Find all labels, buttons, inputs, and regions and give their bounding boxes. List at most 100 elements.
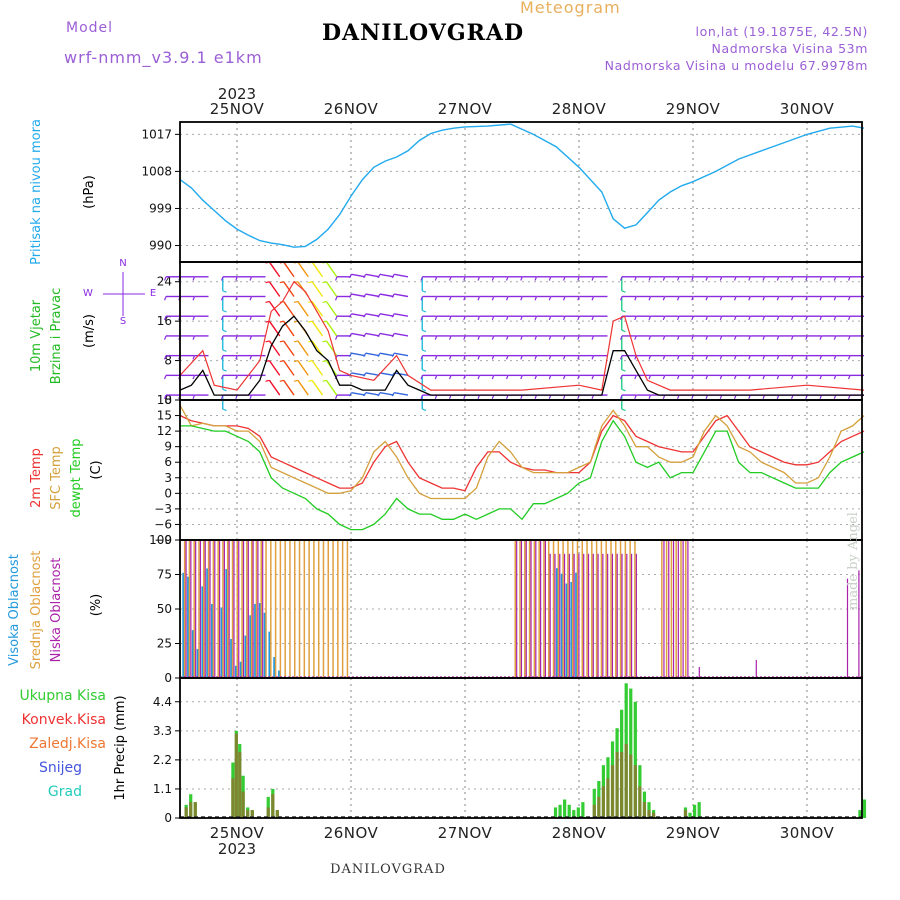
wind-barb-flag (847, 355, 851, 360)
low-cloud-bar (626, 553, 628, 678)
wind-barb-flag (833, 296, 837, 301)
bottom-date-label: 27NOV (438, 824, 493, 842)
wind-barb (365, 293, 380, 298)
mid-cloud-bar (346, 540, 349, 678)
wind-barb-flag (648, 296, 652, 301)
wind-barb-flag (705, 296, 709, 301)
high-cloud-bar (565, 583, 569, 678)
wind-barb-flag (833, 355, 837, 360)
wind-barb (268, 379, 281, 396)
wind-barb (394, 293, 409, 298)
wind-barb (311, 301, 324, 317)
wind-barb-flag (249, 276, 253, 281)
wind-barb-flag (662, 335, 666, 340)
pressure-series-label: Pritisak na nivou mora (29, 119, 44, 265)
low-cloud-bar (672, 540, 675, 678)
high-cloud-bar (182, 572, 185, 678)
wind-barb-flag (279, 281, 284, 284)
wind-barb-flag (293, 360, 299, 363)
mid-cloud-bar (313, 540, 315, 678)
wind-barb (311, 340, 324, 357)
total-precip-bar (688, 812, 692, 818)
wind-barb-flag (621, 290, 626, 293)
conv-precip-bar (238, 751, 242, 818)
wind-barb-flag (733, 296, 737, 301)
conv-precip-bar (234, 733, 238, 818)
y-tick-label: 3.3 (153, 724, 172, 738)
wind-barb-flag (249, 355, 253, 360)
wind-barb-flag (363, 372, 367, 377)
high-cloud-bar (239, 661, 242, 678)
low-cloud-bar (535, 540, 537, 678)
wind-series-label-2: Brzina i Pravac (49, 288, 64, 385)
total-precip-bar (572, 810, 576, 818)
wind-barb-flag (434, 355, 438, 360)
wind-barb-flag (235, 315, 238, 321)
mid-cloud-bar (665, 540, 668, 678)
bottom-date-label: 25NOV (210, 824, 265, 842)
high-cloud-bar (249, 615, 252, 678)
wind-barb-flag (463, 296, 466, 301)
wind-barb (311, 379, 324, 396)
wind-barb-flag (463, 335, 466, 340)
mid-cloud-bar (203, 540, 205, 678)
wind-barb-flag (562, 276, 566, 281)
wind-barb-flag (819, 375, 823, 380)
wind-barb-flag (222, 290, 227, 293)
wind-series-label-1: 10m Vjetar (29, 299, 44, 372)
mid-cloud-bar (265, 540, 267, 678)
low-cloud-bar (554, 553, 556, 678)
wind-barb-flag (634, 276, 637, 281)
mid-cloud-bar (241, 540, 243, 678)
wind-barb-flag (819, 296, 823, 301)
wind-barb-flag (847, 375, 851, 380)
mid-cloud-bar (624, 540, 627, 678)
wind-barb (394, 372, 409, 377)
low-cloud-bar (544, 540, 546, 678)
wind-barb-flag (249, 315, 253, 321)
wind-barb-flag (634, 394, 637, 400)
high-cloud-bar (211, 604, 214, 678)
wind-barb-flag (463, 375, 466, 380)
wind-barb (365, 332, 380, 337)
wind-barb (283, 261, 295, 278)
y-tick-label: 1017 (141, 127, 172, 141)
mid-cloud-bar (552, 540, 555, 678)
wind-barb-flag (676, 335, 680, 340)
wind-barb-flag (619, 375, 623, 380)
wind-barb (325, 281, 338, 297)
low-cloud-bar (525, 540, 527, 678)
y-tick-label: 0 (164, 671, 172, 685)
wind-barb-flag (762, 315, 766, 321)
mid-cloud-bar (294, 540, 296, 678)
precip-unit-label: 1hr Precip (mm) (113, 695, 128, 800)
low-cloud-bar (583, 553, 585, 678)
wind-barb-flag (648, 315, 652, 321)
low-cloud-label: Niska Oblacnost (49, 558, 64, 663)
precip-legend-label: Snijeg (39, 760, 82, 776)
low-cloud-bar (242, 540, 245, 678)
wind-barb-flag (591, 375, 595, 380)
wind-barb-flag (448, 315, 452, 321)
mid-cloud-bar (661, 540, 663, 678)
wind-barb-flag (363, 352, 367, 357)
wind-barb-flag (377, 274, 381, 279)
wind-barb-flag (562, 335, 566, 340)
wind-barb-flag (477, 296, 481, 301)
low-cloud-bar (252, 540, 254, 678)
wind-barb-flag (577, 276, 580, 281)
wind-barb-flag (505, 375, 509, 380)
conv-precip-bar (615, 751, 619, 818)
low-cloud-bar (616, 553, 618, 678)
wind-barb (351, 293, 366, 298)
wind-barb-flag (676, 296, 680, 301)
wind-barb-flag (163, 394, 167, 400)
wind-barb-flag (434, 296, 438, 301)
wind-barb-flag (322, 281, 327, 284)
wind-barb-flag (220, 296, 224, 301)
wind-barb-flag (322, 360, 327, 363)
wind-barb-flag (591, 276, 595, 281)
wind-barb (311, 320, 324, 337)
top-date-label: 30NOV (780, 100, 835, 118)
low-cloud-bar (687, 540, 689, 678)
